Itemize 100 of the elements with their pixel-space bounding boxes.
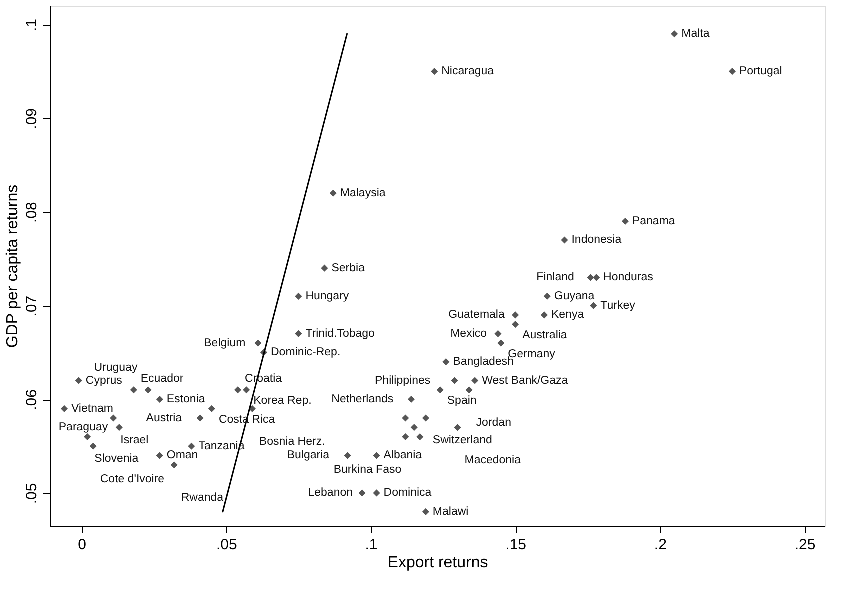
annotation: Portugal bbox=[739, 66, 782, 78]
annotation: Austria bbox=[146, 412, 183, 424]
annotation: Ecuador bbox=[140, 373, 184, 386]
annotation: Honduras bbox=[604, 272, 654, 284]
annotation: Jordan bbox=[476, 417, 512, 430]
point bbox=[254, 340, 262, 347]
point bbox=[116, 424, 123, 432]
point bbox=[587, 274, 594, 282]
annotation: Macedonia bbox=[464, 454, 522, 467]
point bbox=[622, 218, 629, 226]
point bbox=[234, 386, 242, 394]
point bbox=[84, 433, 92, 441]
annotation: Guyana bbox=[554, 290, 596, 302]
point bbox=[75, 377, 82, 384]
annotation: Mexico bbox=[450, 328, 488, 340]
y-tick-label: .1 bbox=[24, 18, 40, 32]
annotation: Lebanon bbox=[308, 487, 354, 500]
point bbox=[454, 424, 462, 432]
annotation: Serbia bbox=[332, 262, 366, 274]
point bbox=[188, 442, 196, 450]
point bbox=[472, 377, 479, 384]
annotation: West Bank/Gaza bbox=[482, 374, 569, 387]
x-tick-label: .25 bbox=[794, 536, 816, 554]
point bbox=[358, 490, 366, 497]
y-tick-label: .07 bbox=[24, 296, 40, 317]
x-axis-title: Export returns bbox=[388, 554, 488, 572]
annotation: Slovenia bbox=[94, 452, 140, 465]
x-tick-label: .05 bbox=[216, 536, 238, 554]
annotation: Philippines bbox=[375, 374, 431, 387]
x-tick-label: .2 bbox=[654, 536, 667, 554]
y-tick-label: .09 bbox=[24, 108, 40, 130]
point bbox=[110, 414, 118, 422]
point bbox=[561, 236, 568, 244]
annotation: Cote d'Ivoire bbox=[100, 473, 165, 486]
annotation: Hungary bbox=[306, 290, 350, 302]
annotation: Cyprus bbox=[86, 374, 123, 387]
point bbox=[408, 396, 416, 404]
point bbox=[130, 386, 138, 394]
annotation: Australia bbox=[522, 330, 568, 342]
annotation: Trinid.Tobago bbox=[306, 328, 375, 340]
y-axis-title: GDP per capita returns bbox=[4, 184, 22, 348]
annotation: Estonia bbox=[166, 394, 206, 406]
point bbox=[156, 452, 164, 460]
point bbox=[410, 424, 418, 432]
point bbox=[402, 414, 410, 422]
annotation: Finland bbox=[536, 272, 574, 284]
annotation: Spain bbox=[447, 395, 477, 408]
point bbox=[402, 433, 410, 441]
point bbox=[344, 452, 352, 460]
annotation: Bulgaria bbox=[287, 450, 330, 462]
point bbox=[243, 386, 250, 394]
x-tick-label: 0 bbox=[78, 536, 86, 554]
point bbox=[512, 321, 520, 328]
y-tick-label: .08 bbox=[24, 202, 40, 224]
annotation: Malta bbox=[682, 28, 710, 40]
annotation: Bosnia Herz. bbox=[259, 436, 326, 448]
annotation: Albania bbox=[384, 450, 423, 462]
annotation: Turkey bbox=[600, 300, 636, 312]
point bbox=[512, 312, 520, 319]
annotation: Vietnam bbox=[71, 402, 114, 415]
point bbox=[494, 330, 502, 338]
y-tick-label: .06 bbox=[24, 390, 40, 410]
point bbox=[208, 405, 216, 412]
point bbox=[330, 190, 337, 197]
point bbox=[431, 68, 438, 76]
annotation: Israel bbox=[120, 434, 149, 446]
point bbox=[416, 433, 424, 441]
annotation: Panama bbox=[632, 215, 676, 228]
annotation: Malawi bbox=[432, 506, 469, 518]
point bbox=[196, 414, 204, 422]
point bbox=[144, 386, 152, 394]
x-tick-label: .1 bbox=[365, 536, 378, 554]
x-tick-label: .15 bbox=[506, 536, 527, 554]
point bbox=[295, 292, 302, 300]
annotation: Switzerland bbox=[432, 434, 492, 446]
point bbox=[373, 452, 380, 460]
point bbox=[540, 312, 548, 319]
point bbox=[442, 358, 450, 366]
annotation: Dominic-Rep. bbox=[270, 346, 341, 359]
annotation: Oman bbox=[166, 450, 198, 462]
y-tick-label: .05 bbox=[24, 483, 40, 504]
point bbox=[321, 264, 328, 272]
point bbox=[60, 405, 68, 412]
point bbox=[436, 386, 444, 394]
annotation: Rwanda bbox=[181, 492, 224, 504]
annotation: Indonesia bbox=[572, 234, 622, 246]
annotation: Korea Rep. bbox=[254, 395, 312, 408]
point bbox=[170, 462, 178, 469]
point bbox=[671, 30, 678, 38]
point bbox=[728, 68, 736, 76]
point bbox=[373, 490, 380, 497]
point bbox=[90, 442, 97, 450]
annotation: Nicaragua bbox=[442, 66, 495, 78]
point bbox=[295, 330, 302, 338]
point bbox=[593, 274, 600, 282]
annotation: Dominica bbox=[384, 487, 432, 500]
annotation: Burkina Faso bbox=[334, 464, 402, 476]
point bbox=[544, 292, 551, 300]
point bbox=[466, 386, 473, 394]
annotation: Belgium bbox=[204, 337, 246, 350]
